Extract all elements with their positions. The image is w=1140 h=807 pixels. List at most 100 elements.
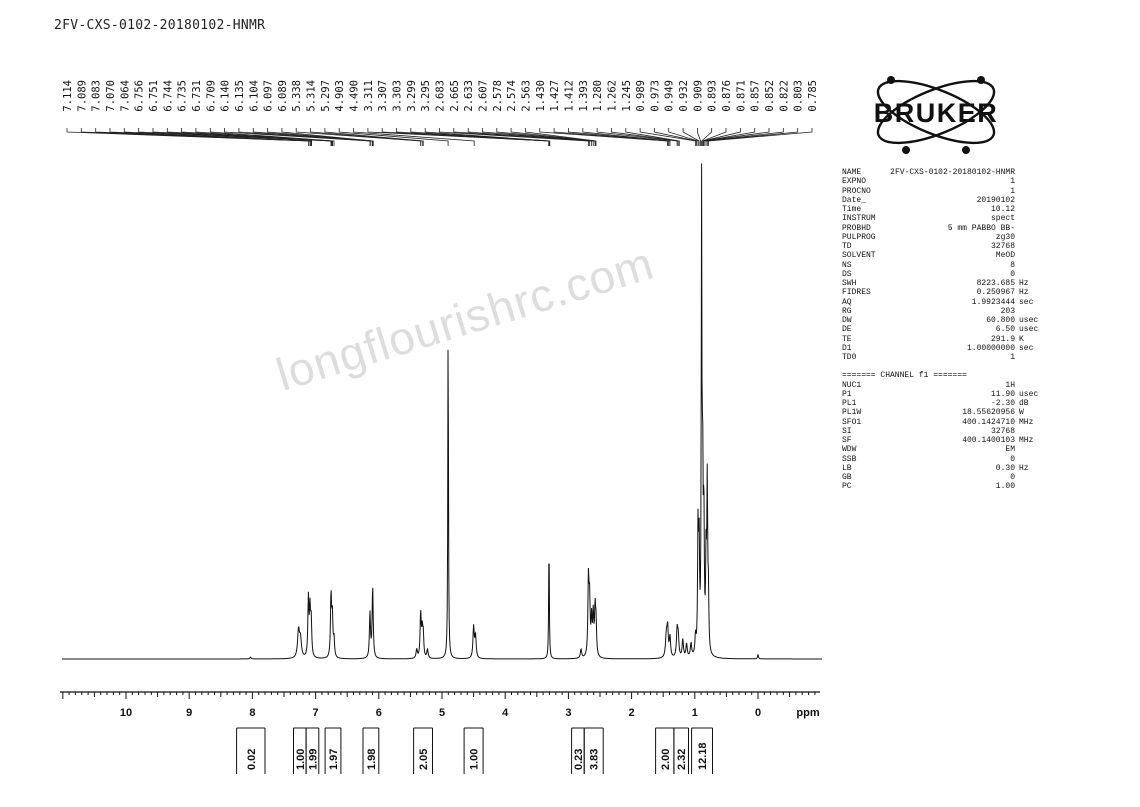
peak-label: 0.989 [635,80,647,112]
peak-label: 1.245 [621,80,633,112]
parameter-row: NS 8 [842,261,1047,270]
parameter-value: 10.12 [990,205,1015,214]
parameter-unit [1015,251,1047,260]
peak-connector [702,128,741,146]
peak-connector [195,128,333,146]
peak-label: 3.299 [406,80,418,112]
parameter-unit: usec [1019,389,1039,399]
integral-value: 2.32 [676,749,688,770]
peak-connector [209,128,335,146]
x-tick-label: 7 [313,707,319,719]
parameter-key: PL1W [842,408,862,418]
parameter-value: zg30 [995,232,1015,242]
parameter-row: SI 32768 [842,427,1047,436]
peak-label: 0.973 [649,80,661,112]
peak-connector [281,128,374,146]
peak-connector [453,128,590,146]
x-tick-label: 1 [692,707,698,719]
parameter-unit: MHz [1019,417,1034,427]
peak-connector [639,128,696,146]
parameter-row: NAME 2FV-CXS-0102-20180102-HNMR [842,168,1047,177]
parameter-value: -2.30 [990,399,1015,408]
parameter-key: NAME [842,168,862,177]
parameter-unit [1015,168,1047,177]
parameter-row: PL1W 18.55620956 W [842,408,1047,417]
peak-label: 1.430 [535,80,547,112]
peak-connector [252,128,373,146]
peak-label: 1.412 [563,80,575,112]
spectrum-trace [62,163,822,660]
parameter-value: 60.800 [986,316,1015,325]
parameter-key: SF [842,436,852,445]
parameter-key: TE [842,334,852,344]
parameter-unit [1015,187,1047,196]
parameter-key: SOLVENT [842,251,876,261]
peak-connector [553,128,669,146]
parameter-value: 18.55620956 [962,408,1015,418]
parameter-value: 400.1400103 [962,436,1015,445]
parameter-unit [1015,455,1047,464]
peak-connector [568,128,670,146]
parameter-row: SOLVENT MeOD [842,251,1047,260]
parameter-unit [1015,270,1047,279]
x-tick-label: 3 [565,707,571,719]
peak-label: 0.893 [707,80,719,112]
parameter-row: TD 32768 [842,242,1047,251]
parameter-key: WDW [842,445,857,455]
parameter-row: PL1 -2.30 dB [842,399,1047,408]
parameter-value: 203 [1000,306,1015,316]
peak-connector [654,128,697,146]
parameter-key: SI [842,426,852,436]
x-tick-label: 2 [629,707,635,719]
parameter-unit [1015,261,1047,270]
parameter-row: P1 11.90 usec [842,390,1047,399]
integral-value: 1.00 [469,749,481,770]
peak-label: 3.295 [420,80,432,112]
peak-connector [324,128,424,146]
parameter-unit: usec [1019,325,1039,335]
x-axis-label: ppm [796,707,819,719]
parameter-unit: MHz [1019,436,1034,445]
peak-connector [267,128,374,146]
peak-label: 0.871 [735,80,747,112]
peak-label: 0.857 [750,80,762,112]
parameter-row: PROBHD 5 mm PABBO BB- [842,224,1047,233]
parameter-key: SFO1 [842,417,862,427]
parameter-row: GB 0 [842,473,1047,482]
parameter-row: EXPNO 1 [842,177,1047,186]
peak-label: 7.114 [62,80,74,112]
integral-value: 2.00 [660,749,672,770]
parameter-unit [1015,177,1047,186]
peak-label: 2.607 [478,80,490,112]
parameter-unit: sec [1019,343,1034,353]
peak-label: 0.852 [764,80,776,112]
bruker-logo-text: BRUKER [874,98,999,128]
peak-connector [482,128,594,146]
peak-connector [353,128,475,146]
parameter-unit [1015,224,1047,233]
parameter-row: Date_ 20190102 [842,196,1047,205]
parameter-row: TE 291.9 K [842,335,1047,344]
peak-label: 1.280 [592,80,604,112]
peak-label: 6.744 [162,80,174,112]
parameter-value: 1H [1005,380,1015,390]
spectrum-line [62,163,822,660]
peak-label: 2.563 [521,80,533,112]
peak-label: 6.735 [177,80,189,112]
peak-label: 1.262 [606,80,618,112]
peak-label: 7.064 [119,80,131,112]
peak-connector [166,128,333,146]
parameter-row: Time 10.12 [842,205,1047,214]
x-tick-label: 9 [186,707,192,719]
parameter-key: GB [842,473,852,482]
peak-label: 1.427 [549,80,561,112]
parameter-unit: W [1019,408,1024,418]
peak-label: 7.070 [105,80,117,112]
x-tick-label: 10 [120,707,132,719]
parameter-unit: K [1019,334,1024,344]
integral-value: 0.23 [573,749,585,770]
peak-label: 2.574 [506,80,518,112]
peak-connector [525,128,597,146]
peak-label: 6.709 [205,80,217,112]
parameter-value: 11.90 [990,389,1015,399]
